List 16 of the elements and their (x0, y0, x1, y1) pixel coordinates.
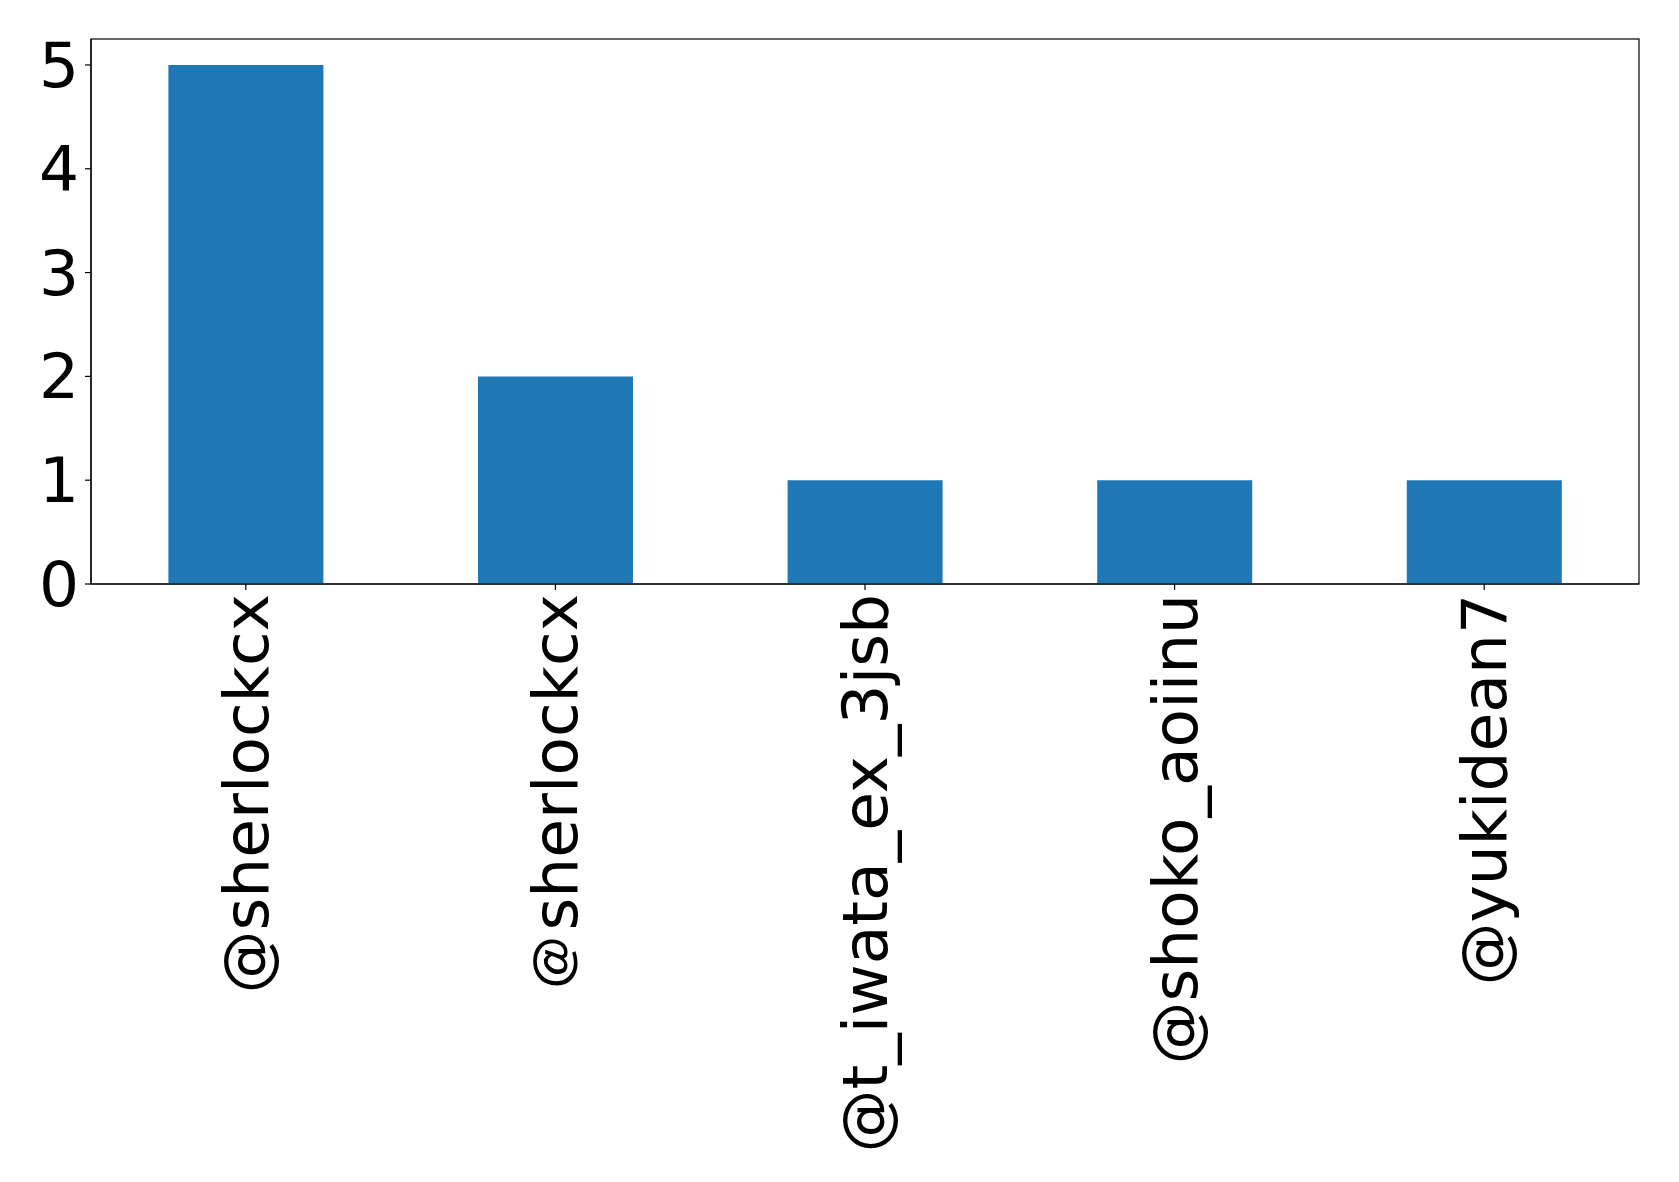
x-tick-label: ＠sherlockcx (518, 594, 592, 994)
bar (787, 480, 943, 584)
y-tick-label: 2 (38, 339, 79, 413)
bar (1406, 480, 1562, 584)
bar (1097, 480, 1253, 584)
x-tick-label: @sherlockcx (209, 594, 283, 994)
x-tick-label: @yukidean7 (1447, 594, 1521, 986)
y-tick-label: 4 (38, 132, 79, 206)
y-tick-label: 1 (38, 443, 79, 517)
y-tick-label: 5 (38, 28, 79, 102)
x-tick-label: @t_iwata_ex_3jsb (828, 594, 902, 1153)
y-tick-label: 0 (38, 547, 79, 621)
x-tick-label: @shoko_aoiinu (1138, 594, 1212, 1065)
y-tick-label: 3 (38, 236, 79, 310)
bar (168, 64, 324, 584)
bar (478, 376, 633, 584)
